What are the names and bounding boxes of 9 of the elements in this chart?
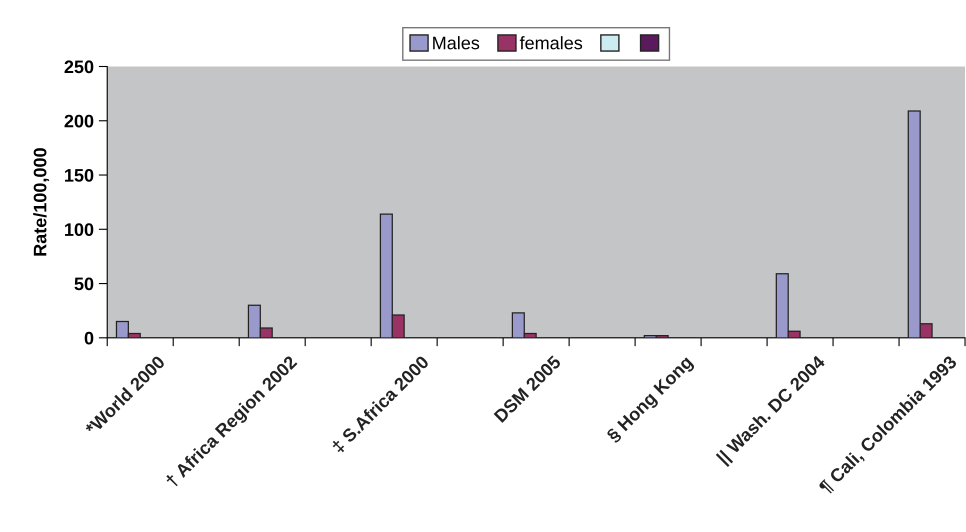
legend-label: Males (433, 36, 480, 50)
y-tick-label: 250 (64, 60, 94, 74)
y-axis-title: Rate/100,000 (33, 148, 50, 256)
y-tick-label: 0 (84, 332, 94, 345)
y-tick-label: 150 (65, 168, 94, 182)
legend-label: females (520, 36, 582, 50)
y-tick-label: 200 (64, 114, 94, 128)
y-tick-label: 50 (74, 277, 94, 290)
y-tick-label: 100 (65, 223, 94, 236)
